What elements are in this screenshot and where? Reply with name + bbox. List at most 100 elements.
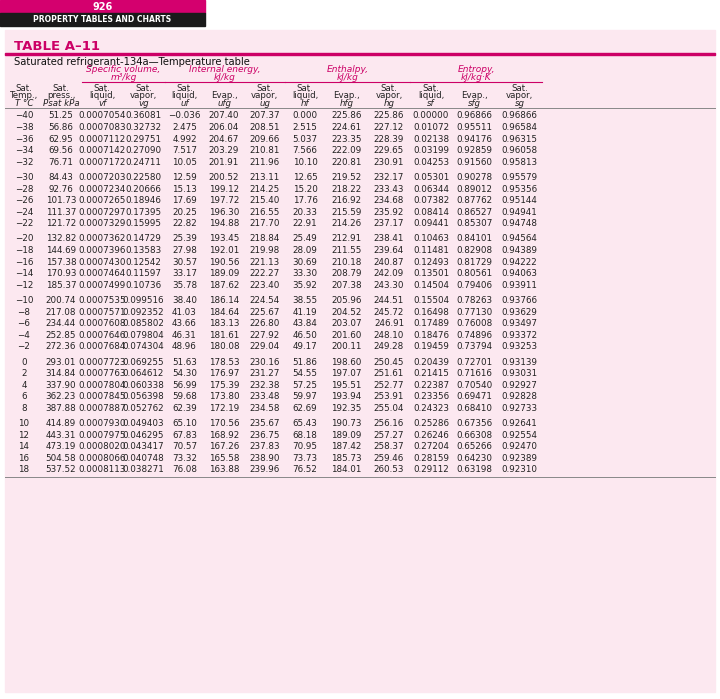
Text: 0.93497: 0.93497 <box>502 319 538 329</box>
Text: Sat.: Sat. <box>511 84 528 93</box>
Text: 111.37: 111.37 <box>46 208 76 217</box>
Text: 0.07382: 0.07382 <box>413 196 449 206</box>
Text: 242.09: 242.09 <box>374 269 404 278</box>
Text: 414.89: 414.89 <box>46 419 76 428</box>
Text: uf: uf <box>180 99 189 108</box>
Text: 0.20666: 0.20666 <box>125 185 161 194</box>
Text: liquid,: liquid, <box>292 92 318 101</box>
Text: 7.566: 7.566 <box>292 146 318 155</box>
Text: 0.10736: 0.10736 <box>125 281 161 290</box>
Text: 227.12: 227.12 <box>374 123 404 132</box>
Text: Sat.: Sat. <box>135 84 152 93</box>
Text: 193.94: 193.94 <box>331 392 361 401</box>
Text: 504.58: 504.58 <box>45 454 76 463</box>
Text: 203.29: 203.29 <box>209 146 239 155</box>
Text: 0.93253: 0.93253 <box>501 343 538 352</box>
Text: 0.36081: 0.36081 <box>125 112 161 120</box>
Text: 43.84: 43.84 <box>292 319 318 329</box>
Text: 176.97: 176.97 <box>209 369 239 378</box>
Text: 51.25: 51.25 <box>48 112 73 120</box>
Text: 337.90: 337.90 <box>45 381 76 390</box>
Text: 926: 926 <box>92 1 112 11</box>
Text: 0.074304: 0.074304 <box>122 343 164 352</box>
Text: 189.09: 189.09 <box>209 269 239 278</box>
Text: 0.93766: 0.93766 <box>502 296 538 305</box>
Text: 0.90278: 0.90278 <box>456 173 492 182</box>
Text: 186.14: 186.14 <box>209 296 239 305</box>
Text: 238.90: 238.90 <box>249 454 280 463</box>
Text: 0.95813: 0.95813 <box>501 158 538 167</box>
Text: 0.0007930: 0.0007930 <box>78 419 126 428</box>
Text: 196.30: 196.30 <box>209 208 239 217</box>
Text: 144.69: 144.69 <box>46 246 76 255</box>
Text: −12: −12 <box>15 281 33 290</box>
Text: 0.94748: 0.94748 <box>502 219 538 229</box>
Text: −16: −16 <box>15 258 33 267</box>
Text: 258.37: 258.37 <box>374 442 405 451</box>
Text: 2: 2 <box>22 369 27 378</box>
Text: 30.69: 30.69 <box>292 258 318 267</box>
Text: 0.76008: 0.76008 <box>456 319 492 329</box>
Text: vapor,: vapor, <box>251 92 278 101</box>
Text: 0.24711: 0.24711 <box>125 158 161 167</box>
Text: 17.76: 17.76 <box>292 196 318 206</box>
Text: 0.06344: 0.06344 <box>413 185 449 194</box>
Text: 0.29751: 0.29751 <box>125 135 161 144</box>
Text: 256.16: 256.16 <box>374 419 404 428</box>
Text: 0.05301: 0.05301 <box>413 173 449 182</box>
Text: 200.52: 200.52 <box>209 173 239 182</box>
Text: 240.87: 240.87 <box>374 258 404 267</box>
Text: 28.09: 28.09 <box>292 246 318 255</box>
Text: 0.96315: 0.96315 <box>502 135 538 144</box>
Text: 172.19: 172.19 <box>209 404 239 413</box>
Text: 7.517: 7.517 <box>172 146 197 155</box>
Text: 203.07: 203.07 <box>331 319 362 329</box>
Text: 0.0007499: 0.0007499 <box>78 281 125 290</box>
Text: 0.0007430: 0.0007430 <box>78 258 126 267</box>
Text: kJ/kg: kJ/kg <box>214 73 236 82</box>
Text: 0.060338: 0.060338 <box>122 381 164 390</box>
Text: 0.81729: 0.81729 <box>456 258 492 267</box>
Text: 183.13: 183.13 <box>209 319 239 329</box>
Text: 222.27: 222.27 <box>249 269 279 278</box>
Text: 234.58: 234.58 <box>249 404 280 413</box>
Text: 0.0007804: 0.0007804 <box>78 381 126 390</box>
Text: 362.23: 362.23 <box>46 392 76 401</box>
Text: 0.085802: 0.085802 <box>122 319 164 329</box>
Text: 197.72: 197.72 <box>209 196 239 206</box>
Text: 35.78: 35.78 <box>172 281 197 290</box>
Text: 0.92389: 0.92389 <box>502 454 538 463</box>
Text: 225.86: 225.86 <box>374 112 404 120</box>
Text: 62.39: 62.39 <box>172 404 197 413</box>
Text: 0.91560: 0.91560 <box>456 158 492 167</box>
Text: 0.12542: 0.12542 <box>125 258 161 267</box>
Text: 214.26: 214.26 <box>331 219 361 229</box>
Text: 0.93372: 0.93372 <box>501 331 538 340</box>
Text: 473.19: 473.19 <box>46 442 76 451</box>
Text: 0.94389: 0.94389 <box>502 246 538 255</box>
Text: 0.69471: 0.69471 <box>456 392 492 401</box>
Text: 25.39: 25.39 <box>172 234 197 243</box>
Text: 27.98: 27.98 <box>172 246 197 255</box>
Text: 0.79406: 0.79406 <box>456 281 492 290</box>
Text: 0.17489: 0.17489 <box>413 319 449 329</box>
Text: 51.63: 51.63 <box>172 357 197 366</box>
Text: 173.80: 173.80 <box>209 392 239 401</box>
Text: TABLE A–11: TABLE A–11 <box>14 40 100 53</box>
Text: 237.83: 237.83 <box>249 442 280 451</box>
Text: 0.056398: 0.056398 <box>122 392 164 401</box>
Text: 0.96058: 0.96058 <box>501 146 538 155</box>
Text: 235.92: 235.92 <box>374 208 404 217</box>
Text: 0.0007396: 0.0007396 <box>78 246 126 255</box>
Text: 121.72: 121.72 <box>46 219 76 229</box>
Text: 207.38: 207.38 <box>331 281 362 290</box>
Text: vapor,: vapor, <box>130 92 157 101</box>
Text: press.,: press., <box>47 92 75 101</box>
Text: 41.19: 41.19 <box>293 308 318 317</box>
Text: 157.38: 157.38 <box>45 258 76 267</box>
Text: hg: hg <box>384 99 395 108</box>
Text: 0.049403: 0.049403 <box>122 419 164 428</box>
Text: 208.79: 208.79 <box>331 269 361 278</box>
Text: 0.63198: 0.63198 <box>456 466 492 475</box>
Text: liquid,: liquid, <box>171 92 197 101</box>
